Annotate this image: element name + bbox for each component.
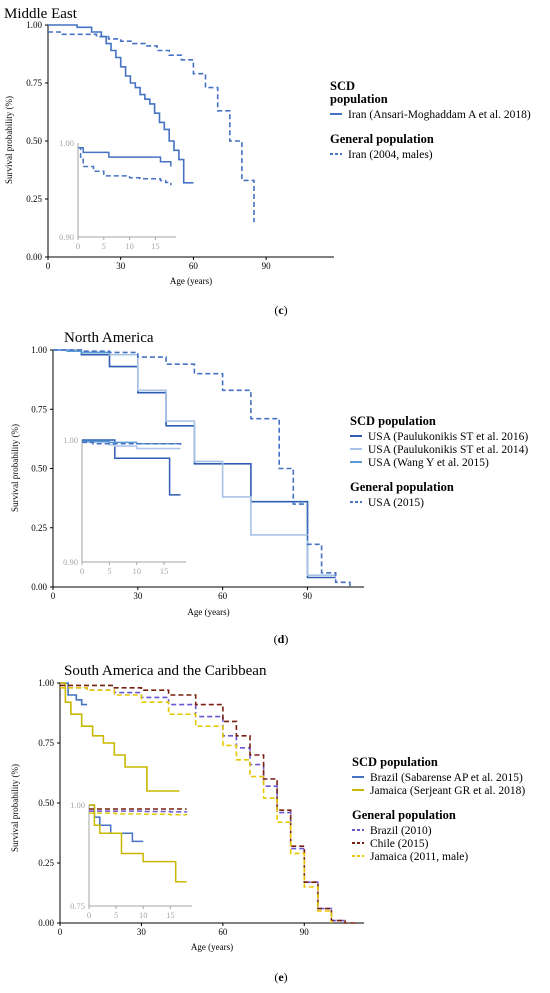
inset-x-tick-label: 15 <box>160 566 169 576</box>
x-tick-label: 60 <box>218 591 228 601</box>
series-line-3 <box>53 349 351 587</box>
x-tick-label: 30 <box>137 927 147 937</box>
chart-panel-middle-east: Middle East 0.00 0.25 0.50 0.75 1.00 0 30 60 90 Ag… <box>0 0 550 325</box>
inset-y-tick-label: 0.75 <box>70 901 85 911</box>
x-tick-label: 90 <box>303 591 313 601</box>
chart-title: South America and the Caribbean <box>64 663 267 679</box>
y-tick-label: 0.75 <box>31 404 47 414</box>
panel-caption: (e) <box>274 970 287 984</box>
legend-item-label: USA (Paulukonikis ST et al. 2016) <box>368 431 528 443</box>
series-line-3 <box>60 684 359 924</box>
y-axis-label: Survival probability (%) <box>4 96 14 184</box>
y-tick-label: 0.75 <box>38 738 54 748</box>
chart-north-america: North America 0.00 0.25 0.50 0.75 1.00 0 30 60 90… <box>10 330 528 646</box>
series-line-2 <box>60 687 346 923</box>
inset-y-tick-label: 1.00 <box>63 435 78 445</box>
x-tick-label: 30 <box>133 591 143 601</box>
panel-caption: (d) <box>274 632 289 646</box>
x-axis-label: Age (years) <box>170 276 212 286</box>
legend-item-label: Iran (2004, males) <box>348 149 433 161</box>
chart-title: Middle East <box>4 6 78 22</box>
y-tick-label: 0.00 <box>38 918 54 928</box>
inset-x-tick-label: 15 <box>151 241 160 251</box>
y-tick-label: 1.00 <box>31 345 47 355</box>
chart-panel-north-america: North America 0.00 0.25 0.50 0.75 1.00 0 30 60 90… <box>0 325 550 653</box>
series-line-0 <box>48 24 194 184</box>
inset-x-tick-label: 0 <box>80 566 84 576</box>
y-tick-label: 0.50 <box>38 798 54 808</box>
legend-item-label: USA (Wang Y et al. 2015) <box>368 457 489 469</box>
y-tick-label: 0.50 <box>31 464 47 474</box>
inset-series-line-0 <box>82 439 181 496</box>
series-line-2 <box>53 349 111 354</box>
legend-heading: SCD population <box>350 414 436 428</box>
legend-item-label: Brazil (2010) <box>370 825 432 837</box>
inset-x-tick-label: 5 <box>114 910 118 920</box>
chart-middle-east: Middle East 0.00 0.25 0.50 0.75 1.00 0 30 60 90 Ag… <box>4 6 531 317</box>
panel-caption: (c) <box>274 303 287 317</box>
inset-x-tick-label: 0 <box>87 910 91 920</box>
legend-heading: SCD population <box>352 755 438 769</box>
inset-x-tick-label: 5 <box>102 241 106 251</box>
legend-item-label: Brazil (Sabarense AP et al. 2015) <box>370 772 523 784</box>
y-tick-label: 0.00 <box>26 252 42 262</box>
x-tick-label: 90 <box>262 261 272 271</box>
inset-x-tick-label: 15 <box>166 910 175 920</box>
legend-item-label: Chile (2015) <box>370 838 429 850</box>
inset-x-tick-label: 10 <box>139 910 148 920</box>
y-tick-label: 0.25 <box>38 858 54 868</box>
x-axis-label: Age (years) <box>187 607 229 617</box>
chart-title: North America <box>64 330 154 346</box>
x-tick-label: 0 <box>58 927 63 937</box>
inset-series-line-2 <box>89 810 188 813</box>
inset-y-tick-label: 0.90 <box>63 557 78 567</box>
chart-panel-south-america: South America and the Caribbean 0.00 0.25 0… <box>0 653 550 993</box>
inset-y-tick-label: 1.00 <box>70 800 85 810</box>
y-tick-label: 0.25 <box>31 523 47 533</box>
series-line-1 <box>60 682 180 792</box>
legend-heading: General population <box>350 480 454 494</box>
y-tick-label: 1.00 <box>38 678 54 688</box>
y-tick-label: 0.25 <box>26 194 42 204</box>
x-axis-label: Age (years) <box>191 942 233 952</box>
y-tick-label: 1.00 <box>26 20 42 30</box>
y-axis-label: Survival probability (%) <box>10 424 20 512</box>
inset-series-line-1 <box>78 146 172 186</box>
y-tick-label: 0.50 <box>26 136 42 146</box>
inset-series-line-1 <box>89 804 187 883</box>
chart-south-america: South America and the Caribbean 0.00 0.25 0… <box>10 663 525 984</box>
legend-heading: SCD population <box>330 79 388 106</box>
inset-series-line-0 <box>78 146 172 167</box>
y-tick-label: 0.75 <box>26 78 42 88</box>
legend-item-label: Jamaica (Serjeant GR et al. 2018) <box>370 785 525 797</box>
legend-heading: General population <box>330 132 434 146</box>
x-tick-label: 30 <box>116 261 126 271</box>
inset-y-tick-label: 0.90 <box>59 232 74 242</box>
legend-item-label: Jamaica (2011, male) <box>370 851 468 863</box>
series-line-4 <box>60 687 333 923</box>
x-tick-label: 0 <box>51 591 56 601</box>
legend-item-label: Iran (Ansari-Moghaddam A et al. 2018) <box>348 109 531 121</box>
series-line-1 <box>48 31 255 223</box>
legend-item-label: USA (Paulukonikis ST et al. 2014) <box>368 444 528 456</box>
inset-x-tick-label: 5 <box>107 566 111 576</box>
x-tick-label: 0 <box>46 261 51 271</box>
inset-x-tick-label: 0 <box>76 241 80 251</box>
series-line-0 <box>60 682 88 706</box>
inset-y-tick-label: 1.00 <box>59 138 74 148</box>
y-tick-label: 0.00 <box>31 582 47 592</box>
inset-series-line-4 <box>89 812 188 816</box>
series-line-0 <box>53 349 336 579</box>
legend-item-label: USA (2015) <box>368 497 424 509</box>
y-axis-label: Survival probability (%) <box>10 764 20 852</box>
inset-series-line-3 <box>82 441 182 445</box>
legend-heading: General population <box>352 808 456 822</box>
x-tick-label: 90 <box>300 927 310 937</box>
x-tick-label: 60 <box>189 261 199 271</box>
x-tick-label: 60 <box>218 927 228 937</box>
inset-x-tick-label: 10 <box>132 566 141 576</box>
inset-x-tick-label: 10 <box>125 241 134 251</box>
